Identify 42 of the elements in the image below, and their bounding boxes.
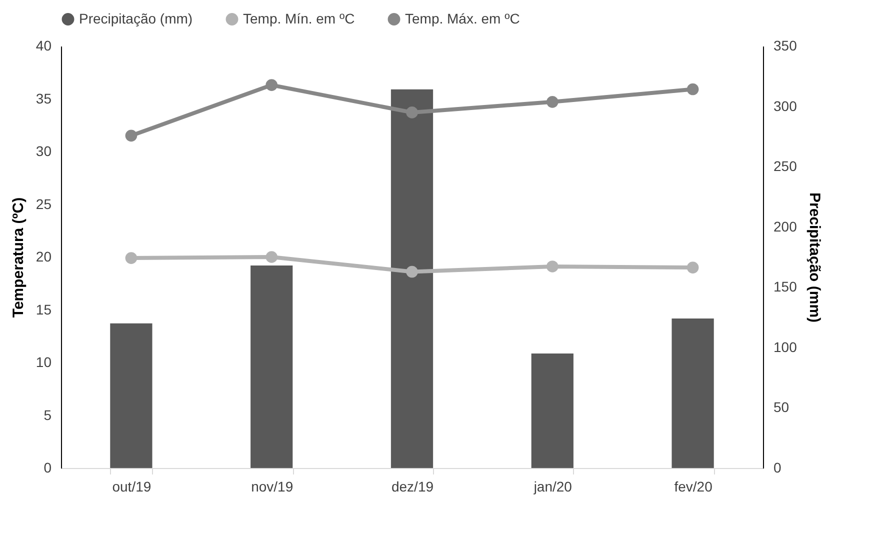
y-tick-label: 10 <box>36 354 52 370</box>
y2-tick-label: 100 <box>774 338 798 355</box>
y-tick-label: 20 <box>36 248 52 264</box>
y2-tick-label: 300 <box>774 98 798 114</box>
point <box>686 83 699 96</box>
bar <box>250 265 293 468</box>
y2-tick-label: 150 <box>774 278 798 295</box>
y2-tick-label: 250 <box>774 158 798 174</box>
y-tick-label: 0 <box>44 460 52 476</box>
point <box>406 266 418 278</box>
point <box>546 260 558 272</box>
y-tick-label: 25 <box>36 196 52 212</box>
legend-label: Precipitação (mm) <box>79 10 193 26</box>
point <box>266 251 278 263</box>
point <box>546 96 558 108</box>
x-tick-label: jan/20 <box>532 478 572 494</box>
point <box>125 252 138 264</box>
y-tick-label: 15 <box>36 301 52 318</box>
point <box>125 130 138 142</box>
y-tick-label: 35 <box>36 90 52 106</box>
point <box>406 106 418 118</box>
y2-tick-label: 0 <box>774 460 782 476</box>
y-tick-label: 40 <box>36 38 52 54</box>
x-tick-label: fev/20 <box>674 478 713 494</box>
x-tick-label: out/19 <box>112 478 152 494</box>
y-tick-label: 30 <box>36 143 52 159</box>
bar <box>531 353 574 468</box>
y2-axis-title: Precipitação (mm) <box>806 192 823 323</box>
bar <box>390 89 434 468</box>
point <box>686 262 699 274</box>
y2-tick-label: 350 <box>774 38 798 54</box>
bar <box>672 318 714 468</box>
y2-tick-label: 200 <box>774 218 798 234</box>
x-tick-label: dez/19 <box>391 478 434 494</box>
point <box>266 79 278 91</box>
y-axis-title: Temperatura (ºC) <box>10 197 27 318</box>
y2-tick-label: 50 <box>774 399 790 416</box>
bar <box>110 323 152 468</box>
y-tick-label: 5 <box>44 406 52 423</box>
legend-label: Temp. Mín. em ºC <box>243 10 355 26</box>
legend-label: Temp. Máx. em ºC <box>405 10 520 26</box>
x-tick-label: nov/19 <box>251 478 294 494</box>
